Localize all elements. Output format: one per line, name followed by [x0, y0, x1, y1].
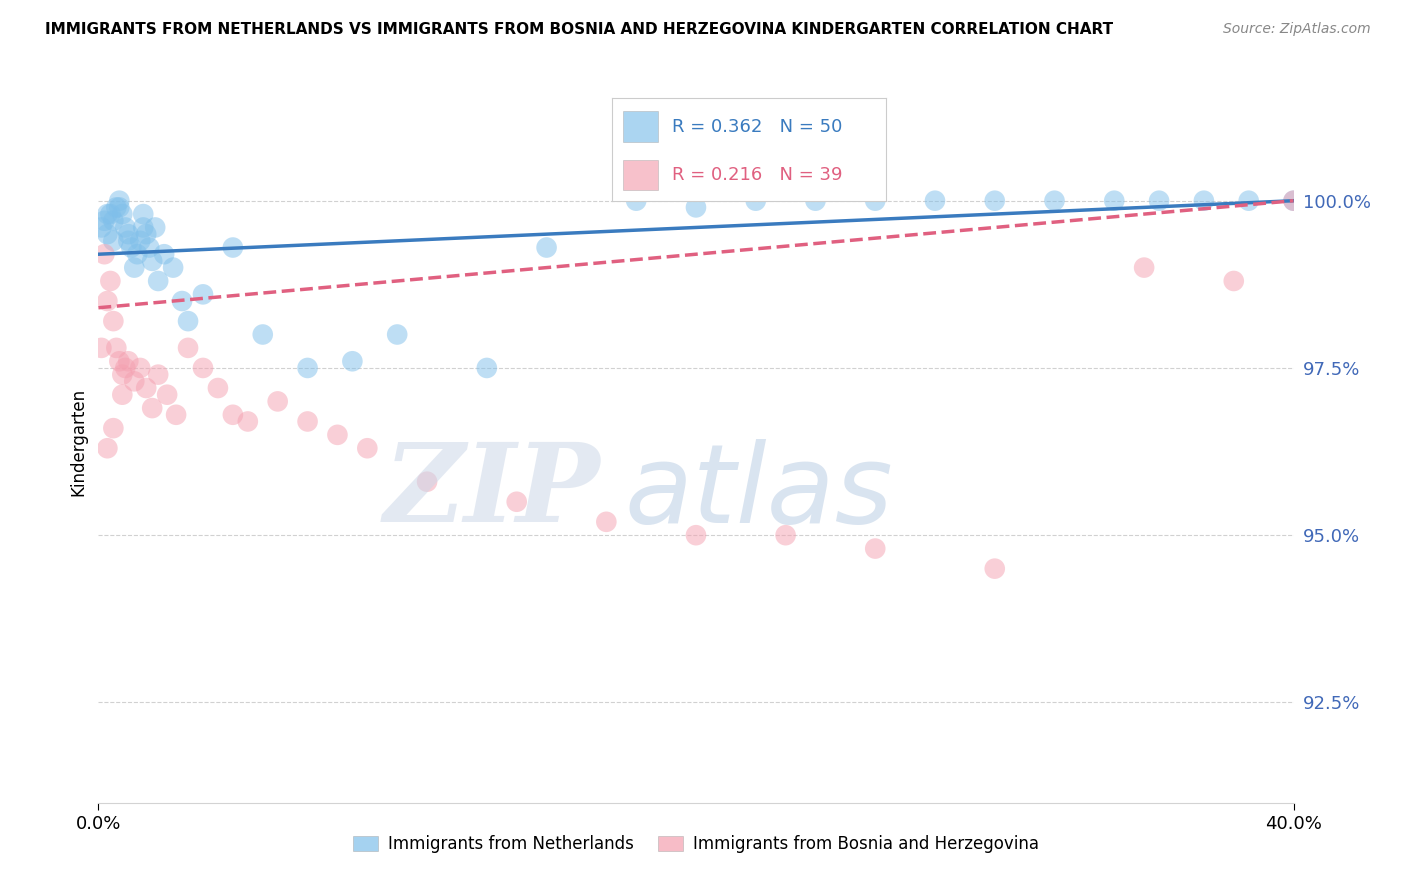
Point [108, 194, 131, 208]
Point [93, 247, 115, 261]
Point [148, 368, 170, 382]
Point [1282, 194, 1305, 208]
Point [108, 200, 131, 214]
Point [135, 227, 157, 241]
Point [267, 394, 290, 409]
Point [141, 253, 163, 268]
Text: R = 0.216   N = 39: R = 0.216 N = 39 [672, 166, 842, 184]
Point [153, 247, 176, 261]
Point [96, 207, 118, 221]
Point [745, 194, 768, 208]
Point [775, 528, 797, 542]
Point [865, 541, 887, 556]
Point [132, 220, 155, 235]
Point [111, 368, 134, 382]
FancyBboxPatch shape [623, 160, 658, 190]
Point [222, 240, 245, 254]
Point [162, 260, 184, 275]
Point [1043, 194, 1066, 208]
Point [984, 561, 1007, 575]
Point [172, 293, 194, 308]
Point [385, 327, 409, 342]
Point [236, 414, 259, 428]
Point [1282, 194, 1305, 208]
Point [685, 200, 707, 214]
Point [108, 354, 131, 368]
Point [1147, 194, 1170, 208]
Point [1133, 260, 1156, 275]
Text: atlas: atlas [624, 439, 893, 546]
Point [356, 441, 378, 455]
Point [141, 401, 163, 415]
Point [252, 327, 274, 342]
Point [191, 287, 214, 301]
Text: IMMIGRANTS FROM NETHERLANDS VS IMMIGRANTS FROM BOSNIA AND HERZEGOVINA KINDERGART: IMMIGRANTS FROM NETHERLANDS VS IMMIGRANT… [45, 22, 1114, 37]
Point [326, 427, 349, 442]
Point [135, 381, 157, 395]
Point [297, 360, 319, 375]
Point [120, 240, 142, 254]
Point [984, 194, 1007, 208]
Point [924, 194, 946, 208]
Point [1237, 194, 1260, 208]
Point [117, 227, 139, 241]
Y-axis label: Kindergarten: Kindergarten [69, 387, 87, 496]
Point [93, 213, 115, 227]
Text: ZIP: ZIP [384, 438, 600, 546]
Point [103, 314, 125, 328]
Point [103, 421, 125, 435]
FancyBboxPatch shape [623, 112, 658, 142]
Point [207, 381, 229, 395]
Point [191, 360, 214, 375]
Point [132, 207, 155, 221]
Point [297, 414, 319, 428]
Point [90, 220, 112, 235]
Point [124, 374, 146, 388]
Point [103, 234, 125, 248]
Point [129, 360, 152, 375]
Point [96, 227, 118, 241]
Point [98, 207, 122, 221]
Point [156, 387, 179, 401]
Point [105, 341, 128, 355]
Point [536, 240, 558, 254]
Point [148, 274, 170, 288]
Point [1223, 274, 1246, 288]
Point [804, 194, 827, 208]
Point [111, 207, 134, 221]
Point [111, 387, 134, 401]
Point [96, 293, 118, 308]
Point [114, 360, 136, 375]
Point [595, 515, 617, 529]
Point [416, 475, 439, 489]
Point [117, 234, 139, 248]
Point [222, 408, 245, 422]
Point [685, 528, 707, 542]
Point [124, 260, 146, 275]
Point [342, 354, 364, 368]
Point [138, 240, 160, 254]
Point [143, 220, 166, 235]
Point [129, 234, 152, 248]
Point [114, 220, 136, 235]
Point [103, 213, 125, 227]
Point [96, 441, 118, 455]
Point [475, 360, 498, 375]
Point [90, 341, 112, 355]
Point [506, 494, 529, 508]
Point [1192, 194, 1215, 208]
Point [177, 314, 200, 328]
Point [105, 200, 128, 214]
Point [165, 408, 187, 422]
Text: R = 0.362   N = 50: R = 0.362 N = 50 [672, 118, 842, 136]
Point [865, 194, 887, 208]
Point [626, 194, 648, 208]
Point [177, 341, 200, 355]
Point [117, 354, 139, 368]
Legend: Immigrants from Netherlands, Immigrants from Bosnia and Herzegovina: Immigrants from Netherlands, Immigrants … [346, 828, 1046, 860]
Point [127, 247, 149, 261]
Point [98, 274, 122, 288]
Point [1104, 194, 1126, 208]
Text: Source: ZipAtlas.com: Source: ZipAtlas.com [1223, 22, 1371, 37]
